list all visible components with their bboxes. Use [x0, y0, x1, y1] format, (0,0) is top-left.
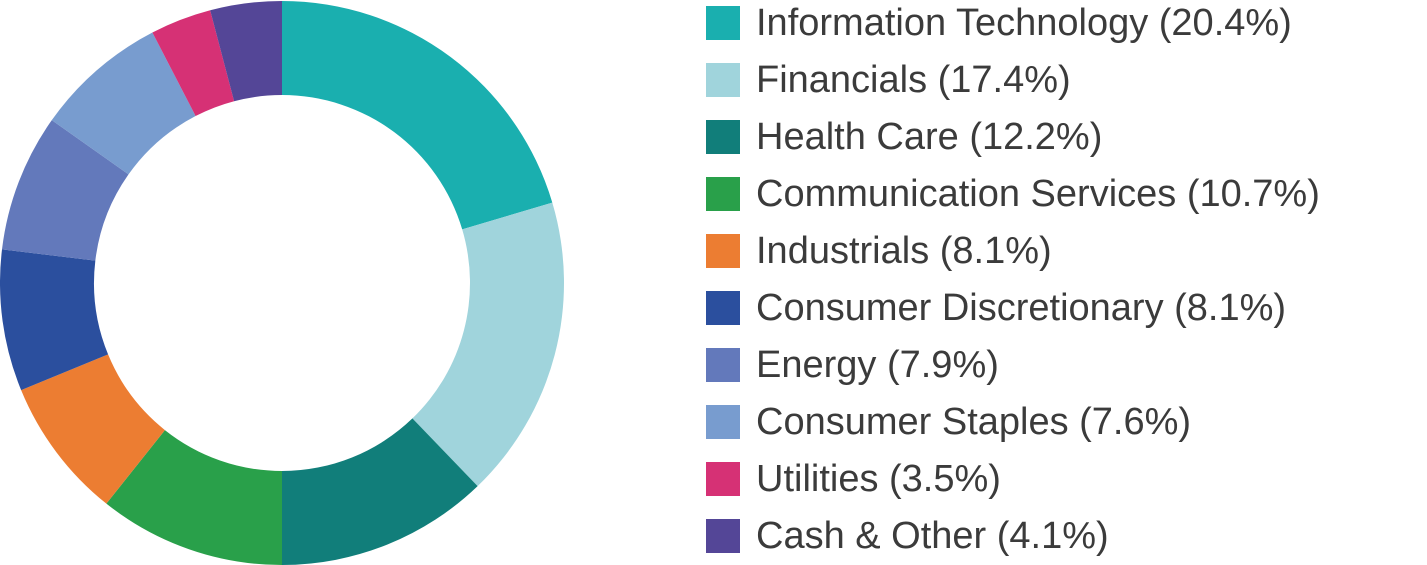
legend-swatch	[706, 120, 740, 154]
legend-swatch	[706, 291, 740, 325]
legend-label: Industrials (8.1%)	[756, 230, 1052, 272]
legend-item: Energy (7.9%)	[706, 345, 999, 385]
legend-label: Communication Services (10.7%)	[756, 173, 1320, 215]
donut-slice-7	[51, 32, 196, 175]
donut-chart	[0, 0, 564, 565]
legend-label: Information Technology (20.4%)	[756, 2, 1292, 44]
legend-swatch	[706, 348, 740, 382]
legend-item: Information Technology (20.4%)	[706, 3, 1292, 43]
legend-item: Utilities (3.5%)	[706, 459, 1001, 499]
legend-item: Communication Services (10.7%)	[706, 174, 1320, 214]
legend-item: Industrials (8.1%)	[706, 231, 1052, 271]
donut-slice-8	[152, 10, 235, 117]
legend-swatch	[706, 63, 740, 97]
legend-swatch	[706, 405, 740, 439]
legend-label: Energy (7.9%)	[756, 344, 999, 386]
donut-slice-2	[282, 418, 478, 565]
legend-item: Financials (17.4%)	[706, 60, 1071, 100]
donut-slice-6	[2, 120, 129, 261]
donut-slice-5	[0, 249, 109, 391]
legend-item: Consumer Discretionary (8.1%)	[706, 288, 1286, 328]
legend-label: Consumer Staples (7.6%)	[756, 401, 1192, 443]
legend-item: Health Care (12.2%)	[706, 117, 1102, 157]
legend-swatch	[706, 234, 740, 268]
donut-slice-3	[106, 430, 283, 565]
legend-swatch	[706, 6, 740, 40]
donut-slice-4	[21, 354, 165, 504]
donut-slice-1	[412, 202, 564, 487]
donut-slice-9	[210, 0, 282, 102]
legend-item: Consumer Staples (7.6%)	[706, 402, 1191, 442]
legend-label: Utilities (3.5%)	[756, 458, 1001, 500]
legend-label: Financials (17.4%)	[756, 59, 1071, 101]
legend-swatch	[706, 177, 740, 211]
legend-label: Consumer Discretionary (8.1%)	[756, 287, 1287, 329]
legend-label: Cash & Other (4.1%)	[756, 515, 1109, 557]
legend-item: Cash & Other (4.1%)	[706, 516, 1109, 556]
legend-swatch	[706, 519, 740, 553]
legend-label: Health Care (12.2%)	[756, 116, 1103, 158]
chart-legend: Information Technology (20.4%) Financials…	[706, 0, 1421, 565]
donut-slice-0	[282, 1, 553, 230]
legend-swatch	[706, 462, 740, 496]
